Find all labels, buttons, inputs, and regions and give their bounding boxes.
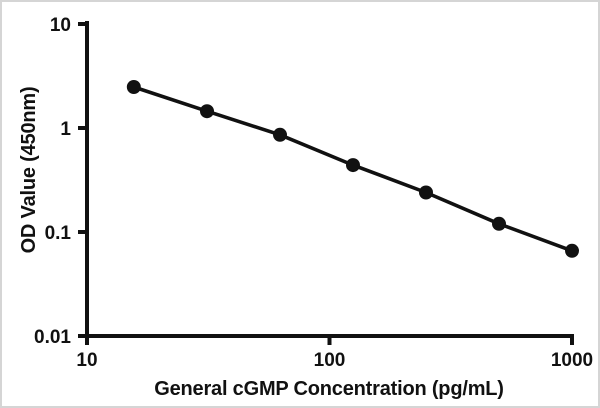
- x-ticks: 10 100 1000: [76, 336, 593, 371]
- data-point-marker: [126, 80, 141, 94]
- y-axis-label: OD Value (450nm): [18, 87, 40, 254]
- data-point-marker: [492, 216, 506, 231]
- x-tick-label: 1000: [551, 350, 593, 371]
- data-point-marker: [419, 185, 433, 200]
- y-tick-label: 0.1: [45, 223, 72, 244]
- series-group: [126, 80, 579, 258]
- y-tick-label: 1: [60, 119, 71, 140]
- data-point-marker: [565, 243, 579, 258]
- y-ticks: 10 1 0.1 0.01: [34, 15, 87, 348]
- y-tick-label: 0.01: [34, 327, 71, 348]
- x-tick-label: 10: [76, 350, 97, 371]
- x-tick-label: 100: [314, 350, 346, 371]
- data-point-marker: [273, 127, 287, 142]
- x-axis-label: General cGMP Concentration (pg/mL): [154, 378, 504, 400]
- data-point-marker: [346, 158, 360, 173]
- y-tick-label: 10: [50, 15, 71, 36]
- data-point-marker: [200, 104, 214, 119]
